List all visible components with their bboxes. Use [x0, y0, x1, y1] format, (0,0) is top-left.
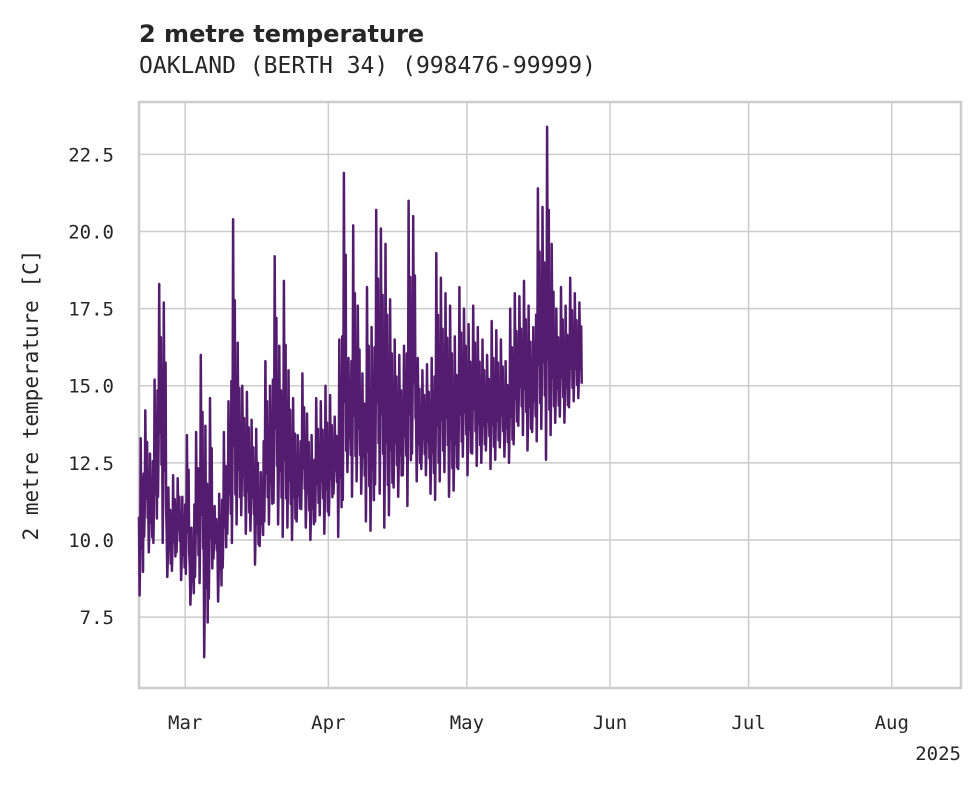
series-layer	[137, 125, 583, 659]
y-tick-label: 22.5	[68, 144, 114, 166]
x-tick-label: Jun	[593, 712, 627, 734]
plot-frame	[137, 100, 963, 690]
x-tick-label: Jul	[731, 712, 765, 734]
chart-subtitle: OAKLAND (BERTH 34) (998476-99999)	[139, 53, 596, 79]
y-tick-label: 12.5	[68, 453, 114, 475]
x-offset-label: 2025	[915, 743, 961, 765]
x-tick-label: Aug	[875, 712, 909, 734]
y-tick-label: 17.5	[68, 299, 114, 321]
x-tick-label: May	[450, 712, 484, 734]
y-tick-label: 7.5	[80, 607, 114, 629]
y-tick-label: 10.0	[68, 530, 114, 552]
chart-title: 2 metre temperature	[139, 20, 424, 48]
y-tick-label: 15.0	[68, 376, 114, 398]
x-tick-label: Apr	[311, 712, 345, 734]
y-axis-label: 2 metre temperature [C]	[19, 250, 43, 541]
y-tick-label: 20.0	[68, 222, 114, 244]
tick-labels: 7.5 10.0 12.5 15.0 17.5 20.0 22.5 Mar Apr May Jun J…	[68, 144, 909, 734]
temperature-series-line	[137, 125, 583, 659]
x-tick-label: Mar	[168, 712, 202, 734]
